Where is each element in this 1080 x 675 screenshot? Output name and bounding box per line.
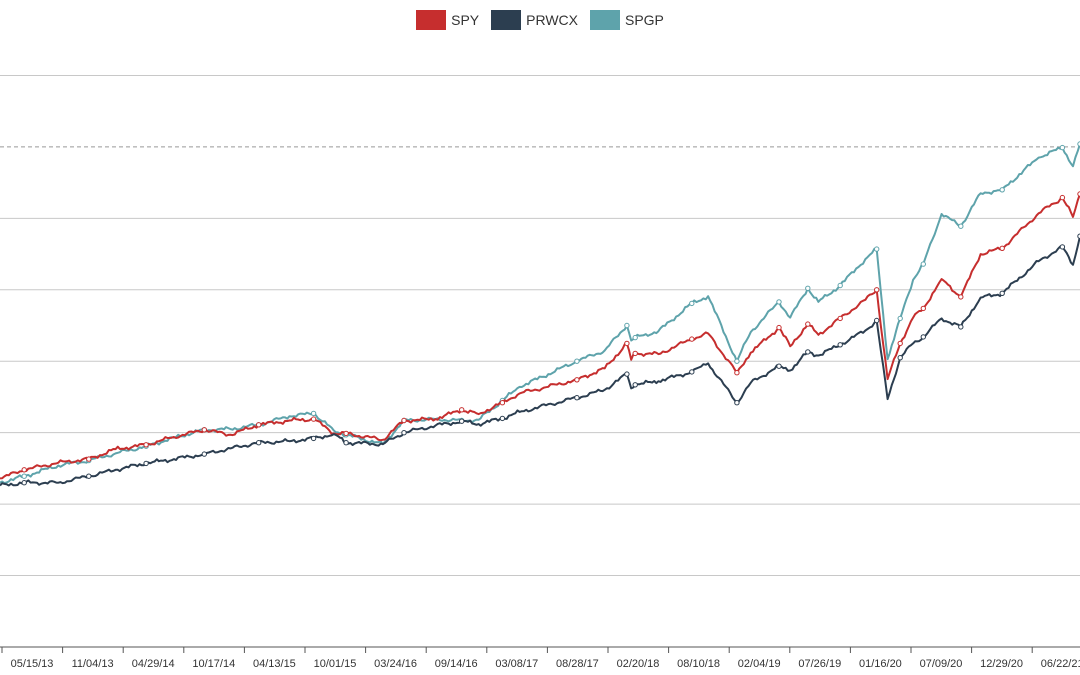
x-tick-label-16: 07/09/20 bbox=[920, 658, 963, 670]
data-point-prwcx-13 bbox=[343, 440, 349, 446]
data-point-spgp-47 bbox=[1059, 144, 1066, 151]
x-tick-label-18: 06/22/21 bbox=[1041, 658, 1080, 670]
x-tick-label-1: 05/15/13 bbox=[11, 658, 54, 670]
data-point-spgp-31 bbox=[776, 299, 782, 305]
data-point-prwcx-31 bbox=[776, 363, 782, 369]
data-point-spy-23 bbox=[624, 340, 630, 347]
data-point-prwcx-9 bbox=[256, 440, 262, 446]
data-point-spgp-49 bbox=[1077, 141, 1080, 147]
data-point-prwcx-17 bbox=[459, 418, 465, 424]
series-line-spy bbox=[0, 193, 1080, 480]
legend-item-prwcx[interactable]: PRWCX bbox=[491, 10, 578, 30]
data-point-spy-37 bbox=[874, 287, 880, 293]
data-point-prwcx-29 bbox=[734, 400, 740, 406]
x-tick-label-2: 11/04/13 bbox=[72, 658, 114, 670]
data-point-spy-13 bbox=[343, 430, 349, 437]
data-point-spgp-39 bbox=[897, 315, 903, 322]
x-tick-label-11: 02/20/18 bbox=[617, 658, 660, 670]
data-point-spgp-41 bbox=[920, 261, 926, 267]
data-point-prwcx-25 bbox=[632, 382, 638, 388]
data-point-spy-9 bbox=[256, 422, 262, 428]
data-point-spy-29 bbox=[734, 370, 740, 376]
data-point-spgp-29 bbox=[734, 358, 740, 364]
data-point-spgp-43 bbox=[958, 223, 964, 229]
data-point-spy-7 bbox=[201, 427, 208, 433]
data-point-prwcx-33 bbox=[805, 349, 811, 355]
data-point-prwcx-37 bbox=[874, 317, 880, 324]
data-point-spy-1 bbox=[21, 467, 27, 473]
data-point-spy-43 bbox=[958, 294, 964, 300]
data-point-spgp-23 bbox=[624, 322, 630, 329]
data-point-spgp-37 bbox=[874, 246, 880, 252]
data-point-spy-49 bbox=[1077, 191, 1080, 197]
x-tick-label-15: 01/16/20 bbox=[859, 658, 902, 670]
data-point-prwcx-1 bbox=[21, 480, 27, 486]
legend-swatch-spgp bbox=[589, 10, 620, 30]
data-point-spy-31 bbox=[776, 324, 782, 331]
data-point-prwcx-41 bbox=[920, 334, 926, 340]
data-point-prwcx-45 bbox=[999, 290, 1005, 296]
x-tick-label-5: 04/13/15 bbox=[253, 658, 296, 670]
x-tick-label-3: 04/29/14 bbox=[132, 658, 175, 670]
data-point-spy-41 bbox=[920, 305, 926, 312]
data-point-spgp-45 bbox=[999, 187, 1005, 193]
data-point-prwcx-3 bbox=[86, 473, 92, 479]
data-point-spgp-1 bbox=[21, 473, 27, 479]
x-tick-label-6: 10/01/15 bbox=[314, 658, 357, 670]
legend-swatch-prwcx bbox=[491, 10, 522, 30]
data-point-spy-11 bbox=[310, 416, 317, 422]
series-line-spgp bbox=[0, 143, 1080, 485]
data-point-spgp-25 bbox=[632, 334, 638, 341]
x-tick-label-7: 03/24/16 bbox=[374, 658, 417, 670]
data-point-spy-47 bbox=[1059, 194, 1066, 201]
data-point-spy-27 bbox=[689, 336, 695, 342]
data-point-spy-19 bbox=[499, 400, 506, 406]
legend-item-spgp[interactable]: SPGP bbox=[589, 10, 664, 30]
data-point-spy-17 bbox=[459, 407, 465, 413]
data-point-prwcx-19 bbox=[499, 415, 506, 422]
data-point-prwcx-39 bbox=[897, 355, 903, 361]
x-tick-label-17: 12/29/20 bbox=[980, 658, 1023, 670]
data-point-spy-5 bbox=[143, 442, 149, 448]
legend-label-spy: SPY bbox=[451, 12, 480, 28]
data-point-spgp-33 bbox=[805, 285, 811, 291]
data-point-spgp-21 bbox=[574, 358, 580, 364]
x-tick-label-12: 08/10/18 bbox=[677, 658, 720, 670]
legend-label-spgp: SPGP bbox=[624, 12, 664, 28]
data-point-prwcx-15 bbox=[401, 430, 407, 436]
data-point-spy-25 bbox=[632, 350, 638, 357]
chart-legend: SPY PRWCX SPGP bbox=[0, 8, 1080, 32]
data-point-spy-33 bbox=[805, 321, 811, 327]
data-point-spy-45 bbox=[999, 245, 1005, 252]
data-point-prwcx-43 bbox=[958, 324, 964, 330]
data-point-spy-15 bbox=[401, 417, 407, 424]
legend-item-spy[interactable]: SPY bbox=[416, 10, 479, 30]
data-point-prwcx-5 bbox=[143, 460, 149, 467]
data-point-prwcx-47 bbox=[1059, 244, 1066, 250]
legend-label-prwcx: PRWCX bbox=[526, 12, 578, 28]
data-point-spgp-27 bbox=[689, 300, 695, 307]
data-point-prwcx-21 bbox=[574, 395, 580, 401]
data-point-spy-21 bbox=[574, 377, 580, 383]
x-tick-label-4: 10/17/14 bbox=[192, 658, 235, 670]
data-point-spgp-35 bbox=[837, 282, 843, 289]
data-point-prwcx-27 bbox=[689, 369, 695, 375]
data-point-prwcx-49 bbox=[1077, 233, 1080, 239]
legend-swatch-spy bbox=[416, 10, 447, 30]
x-tick-label-13: 02/04/19 bbox=[738, 658, 781, 670]
x-tick-label-8: 09/14/16 bbox=[435, 658, 478, 670]
data-point-prwcx-11 bbox=[310, 435, 317, 442]
x-tick-label-9: 03/08/17 bbox=[495, 658, 538, 670]
data-point-spy-3 bbox=[86, 456, 92, 462]
data-point-prwcx-7 bbox=[201, 451, 208, 457]
data-point-spgp-11 bbox=[310, 410, 317, 417]
x-tick-label-10: 08/28/17 bbox=[556, 658, 599, 670]
data-point-spy-39 bbox=[897, 340, 903, 347]
data-point-prwcx-23 bbox=[624, 371, 630, 377]
data-point-spy-35 bbox=[837, 315, 843, 322]
x-tick-label-14: 07/26/19 bbox=[798, 658, 841, 670]
data-point-prwcx-35 bbox=[837, 342, 843, 348]
